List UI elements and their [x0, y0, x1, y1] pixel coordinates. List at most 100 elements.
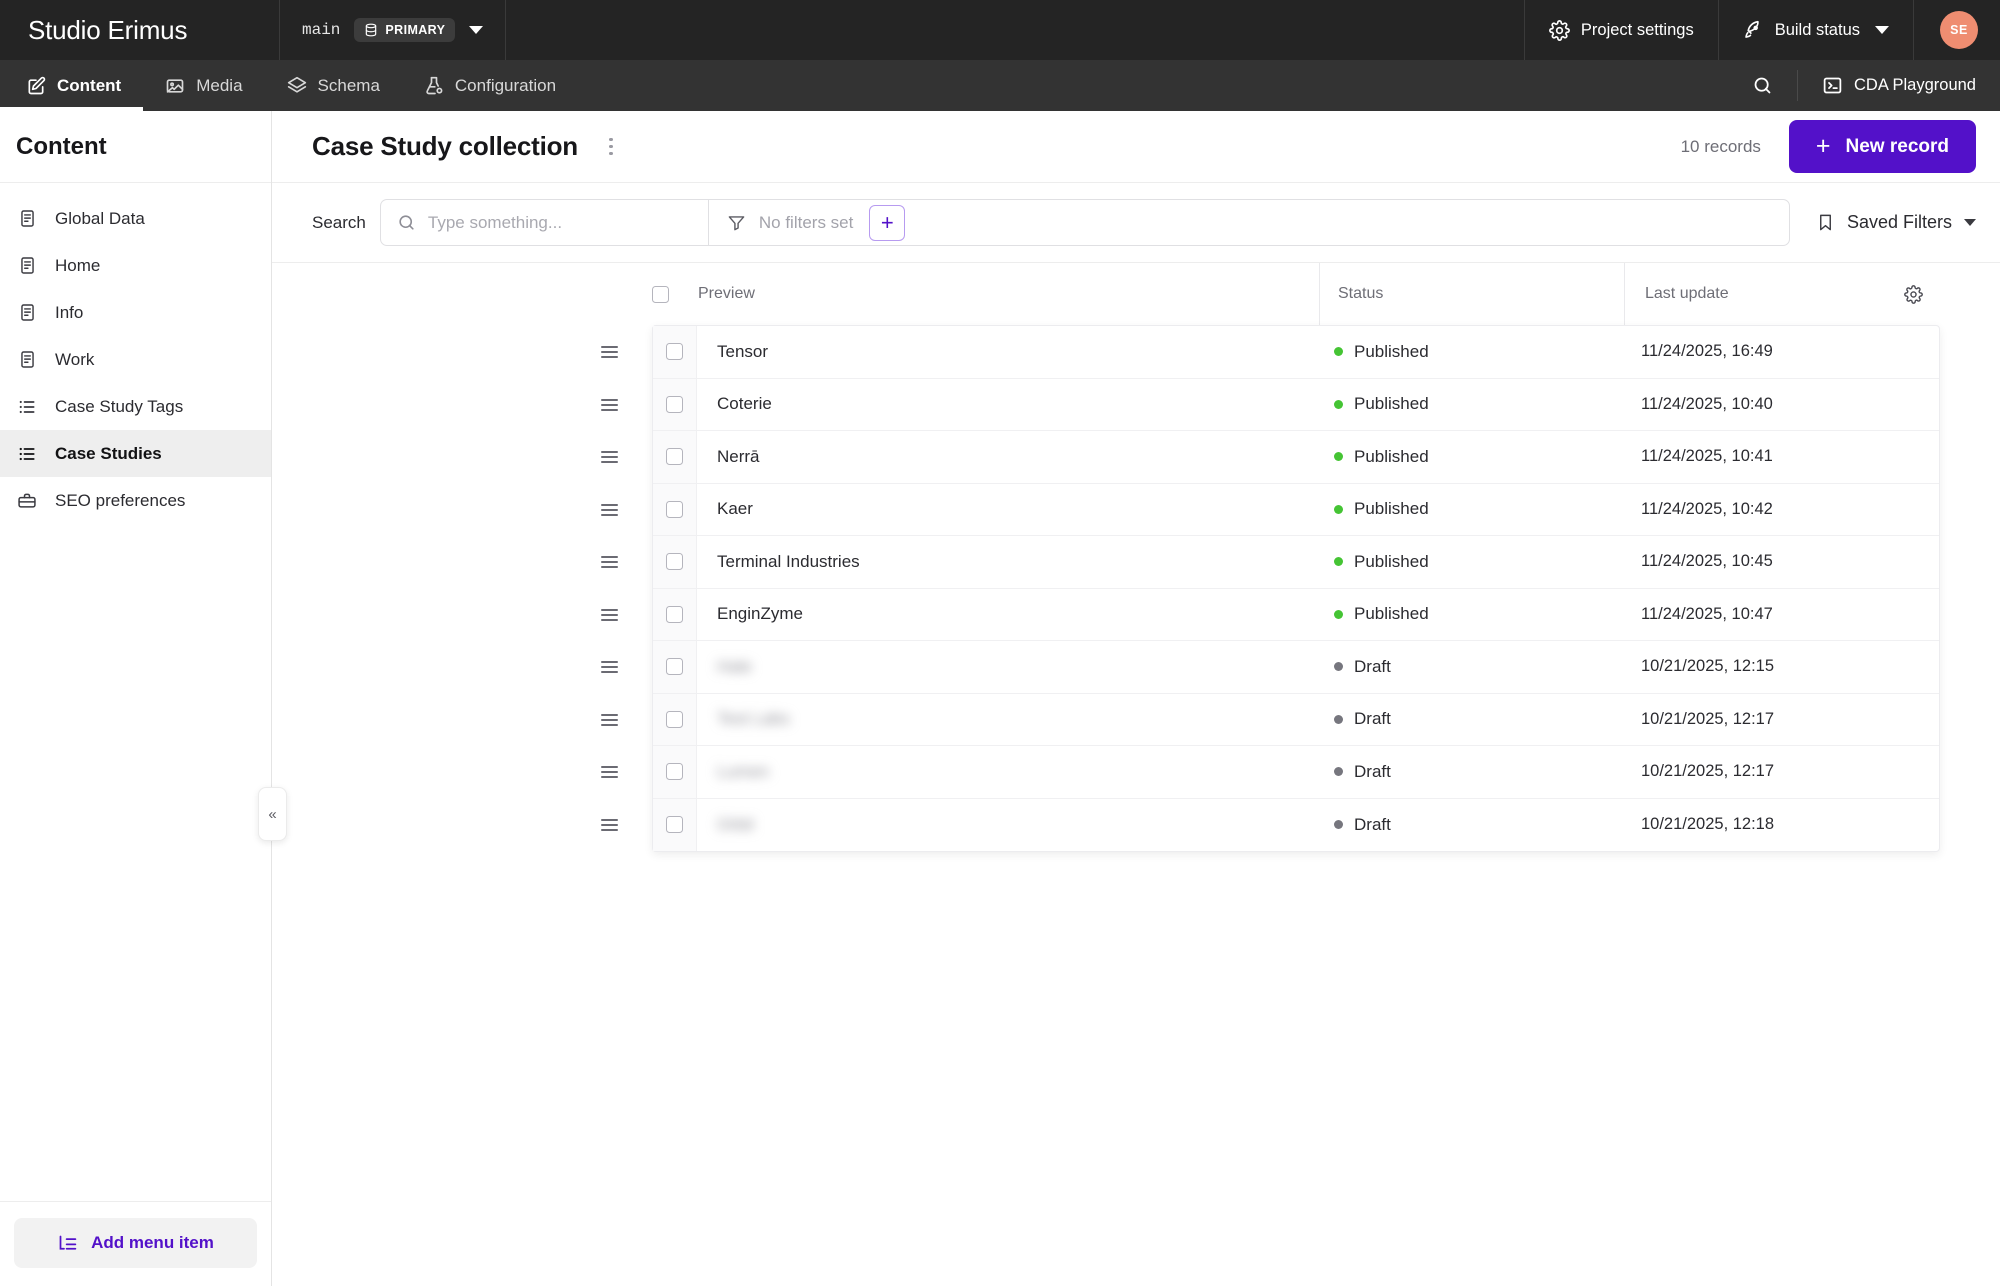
- row-select-cell[interactable]: [653, 483, 697, 535]
- list-icon: [16, 396, 38, 418]
- new-record-button[interactable]: + New record: [1788, 120, 1976, 173]
- sidebar-item-global-data[interactable]: Global Data: [0, 195, 271, 242]
- table-row[interactable]: Test Labs Draft 10/21/2025, 12:17: [600, 693, 1939, 746]
- table-row[interactable]: Terminal Industries Published 11/24/2025, …: [600, 536, 1939, 589]
- sidebar-item-seo-preferences[interactable]: SEO preferences: [0, 477, 271, 524]
- row-checkbox[interactable]: [666, 763, 683, 781]
- cell-preview[interactable]: Kaer: [717, 499, 753, 519]
- saved-filters-dropdown[interactable]: Saved Filters: [1816, 212, 1976, 233]
- row-checkbox[interactable]: [666, 658, 683, 676]
- filter-bar: Search: [272, 183, 2000, 263]
- row-select-cell[interactable]: [653, 378, 697, 430]
- cell-preview[interactable]: Test Labs: [717, 709, 790, 729]
- cell-last-update: 10/21/2025, 12:17: [1641, 709, 1775, 728]
- row-checkbox[interactable]: [666, 553, 683, 571]
- brand-title: Studio Erimus: [0, 0, 280, 60]
- cda-playground-button[interactable]: CDA Playground: [1798, 60, 2000, 111]
- row-select-cell[interactable]: [653, 693, 697, 745]
- sidebar-item-case-study-tags[interactable]: Case Study Tags: [0, 383, 271, 430]
- select-all-cell[interactable]: [652, 285, 696, 303]
- search-field[interactable]: [381, 200, 709, 245]
- cell-status: Published: [1316, 431, 1621, 483]
- row-checkbox[interactable]: [666, 343, 683, 361]
- primary-badge: PRIMARY: [354, 18, 456, 42]
- add-menu-item-label: Add menu item: [91, 1233, 214, 1252]
- row-select-cell[interactable]: [653, 536, 697, 588]
- row-select-cell[interactable]: [653, 588, 697, 640]
- row-select-cell[interactable]: [653, 431, 697, 483]
- global-search-button[interactable]: [1728, 60, 1797, 111]
- cell-preview[interactable]: Tensor: [717, 341, 769, 361]
- select-all-checkbox[interactable]: [652, 285, 669, 303]
- records-table: Preview Status Last update Tensor Publish…: [272, 263, 2000, 1286]
- table-row[interactable]: Hale Draft 10/21/2025, 12:15: [600, 641, 1939, 694]
- search-input[interactable]: [427, 212, 708, 233]
- build-status-label: Build status: [1774, 20, 1860, 39]
- column-header-status[interactable]: Status: [1319, 263, 1624, 325]
- row-select-cell[interactable]: [653, 326, 697, 378]
- cell-preview[interactable]: EnginZyme: [717, 604, 803, 624]
- table-row[interactable]: Tensor Published 11/24/2025, 16:49: [600, 326, 1939, 379]
- avatar[interactable]: SE: [1940, 11, 1978, 49]
- cell-status: Draft: [1316, 641, 1621, 693]
- tab-content-label: Content: [57, 75, 122, 95]
- row-drag-handle[interactable]: [589, 379, 629, 432]
- cell-preview[interactable]: Lumen: [717, 761, 769, 781]
- add-filter-button[interactable]: +: [869, 204, 906, 241]
- table-settings-button[interactable]: [1884, 284, 1942, 304]
- cell-preview[interactable]: Coterie: [717, 394, 772, 414]
- table-row[interactable]: Kaer Published 11/24/2025, 10:42: [600, 483, 1939, 536]
- build-status-button[interactable]: Build status: [1717, 0, 1913, 60]
- cell-preview[interactable]: Orbit: [717, 814, 754, 834]
- filter-funnel-icon: [727, 213, 746, 232]
- collection-options-button[interactable]: [596, 132, 626, 162]
- chevron-down-icon[interactable]: [1875, 26, 1889, 34]
- sidebar-item-home[interactable]: Home: [0, 242, 271, 289]
- table-row[interactable]: Orbit Draft 10/21/2025, 12:18: [600, 798, 1939, 851]
- column-header-last-update[interactable]: Last update: [1624, 263, 1884, 325]
- chevron-down-icon[interactable]: [469, 26, 484, 34]
- tab-media[interactable]: Media: [143, 60, 264, 111]
- add-menu-item-button[interactable]: Add menu item: [14, 1218, 257, 1268]
- tab-configuration-label: Configuration: [454, 75, 557, 95]
- sidebar-item-case-studies[interactable]: Case Studies: [0, 430, 271, 477]
- row-select-cell[interactable]: [653, 798, 697, 851]
- row-checkbox[interactable]: [666, 816, 683, 834]
- column-header-preview[interactable]: Preview: [698, 285, 755, 302]
- table-row[interactable]: Coterie Published 11/24/2025, 10:40: [600, 378, 1939, 431]
- row-drag-handle[interactable]: [589, 694, 629, 747]
- row-select-cell[interactable]: [653, 641, 697, 693]
- cell-preview[interactable]: Nerrā: [717, 446, 760, 466]
- row-checkbox[interactable]: [666, 395, 683, 413]
- row-checkbox[interactable]: [666, 605, 683, 623]
- table-row[interactable]: EnginZyme Published 11/24/2025, 10:47: [600, 588, 1939, 641]
- tab-content[interactable]: Content: [0, 60, 144, 111]
- row-drag-handle[interactable]: [589, 431, 629, 484]
- status-label: Draft: [1354, 814, 1391, 834]
- cell-preview[interactable]: Hale: [717, 656, 752, 676]
- row-checkbox[interactable]: [666, 710, 683, 728]
- sidebar-item-info[interactable]: Info: [0, 289, 271, 336]
- row-checkbox[interactable]: [666, 448, 683, 466]
- row-select-cell[interactable]: [653, 746, 697, 798]
- branch-selector[interactable]: main PRIMARY: [280, 0, 507, 60]
- row-drag-handle[interactable]: [589, 799, 629, 852]
- avatar-container[interactable]: SE: [1913, 0, 2000, 60]
- row-checkbox[interactable]: [666, 500, 683, 518]
- row-drag-handle[interactable]: [589, 641, 629, 694]
- status-label: Draft: [1354, 656, 1391, 676]
- collapse-sidebar-button[interactable]: «: [258, 787, 287, 841]
- table-row[interactable]: Lumen Draft 10/21/2025, 12:17: [600, 746, 1939, 799]
- row-drag-handle[interactable]: [589, 536, 629, 589]
- row-drag-handle[interactable]: [589, 484, 629, 537]
- cell-preview[interactable]: Terminal Industries: [717, 551, 860, 571]
- sidebar-item-work[interactable]: Work: [0, 336, 271, 383]
- row-drag-handle[interactable]: [589, 326, 629, 379]
- table-row[interactable]: Nerrā Published 11/24/2025, 10:41: [600, 431, 1939, 484]
- tab-schema[interactable]: Schema: [265, 60, 402, 111]
- row-drag-handle[interactable]: [589, 746, 629, 799]
- tab-configuration[interactable]: Configuration: [402, 60, 578, 111]
- row-drag-handle[interactable]: [589, 589, 629, 642]
- project-settings-button[interactable]: Project settings: [1523, 0, 1718, 60]
- status-label: Draft: [1354, 709, 1391, 729]
